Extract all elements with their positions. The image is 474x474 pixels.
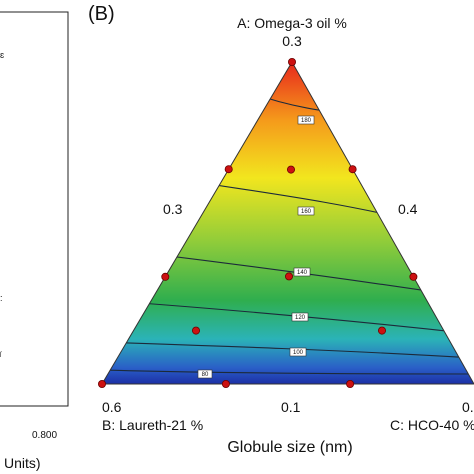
design-point-2 bbox=[224, 165, 233, 174]
contour-label-100: 100 bbox=[289, 347, 307, 357]
ternary-frame bbox=[101, 61, 474, 385]
contour-value-100: 100 bbox=[293, 350, 304, 356]
response-title: Globule size (nm) bbox=[227, 439, 352, 456]
design-point-3 bbox=[348, 165, 357, 174]
bottom-edge-tick: 0.1 bbox=[281, 399, 301, 415]
vertex-b-max: 0.6 bbox=[102, 399, 122, 415]
vertex-c-label: C: HCO-40 % bbox=[390, 417, 474, 433]
left-edge-tick: 0.3 bbox=[163, 201, 183, 217]
vertex-a-label: A: Omega-3 oil % bbox=[237, 15, 347, 31]
left-panel-marker: ɛ bbox=[0, 50, 4, 60]
design-points bbox=[98, 58, 418, 388]
design-point-8 bbox=[191, 326, 200, 335]
design-point-9 bbox=[377, 326, 386, 335]
left-panel-frame bbox=[0, 11, 69, 407]
response-surface bbox=[102, 62, 474, 384]
design-point-6 bbox=[284, 272, 293, 281]
left-panel-marker: : bbox=[0, 293, 3, 303]
design-point-1 bbox=[287, 58, 296, 67]
design-point-11 bbox=[221, 379, 230, 388]
contour-value-140: 140 bbox=[297, 270, 308, 276]
contour-value-120: 120 bbox=[295, 315, 306, 321]
contour-label-160: 160 bbox=[297, 206, 315, 216]
contour-line-100 bbox=[102, 341, 474, 359]
contour-value-180: 180 bbox=[301, 118, 312, 124]
vertex-a-max: 0.3 bbox=[282, 33, 302, 49]
contour-label-80: 80 bbox=[197, 369, 213, 379]
left-panel-tick: 0.800 bbox=[32, 430, 57, 441]
design-point-4 bbox=[286, 165, 295, 174]
left-panel-axis-label: Units) bbox=[4, 455, 41, 471]
vertex-c-max: 0.6 bbox=[462, 399, 474, 415]
contour-label-120: 120 bbox=[291, 312, 309, 322]
design-point-10 bbox=[98, 379, 107, 388]
contour-line-80 bbox=[102, 369, 474, 375]
panel-label: (B) bbox=[88, 3, 115, 25]
design-point-7 bbox=[409, 272, 418, 281]
design-point-12 bbox=[346, 379, 355, 388]
left-panel-marker: ᶴ bbox=[0, 350, 2, 360]
right-edge-tick: 0.4 bbox=[398, 201, 418, 217]
contour-value-80: 80 bbox=[202, 372, 209, 378]
vertex-b-label: B: Laureth-21 % bbox=[102, 417, 203, 433]
contour-label-180: 180 bbox=[297, 115, 315, 125]
contour-value-160: 160 bbox=[301, 209, 312, 215]
contour-label-140: 140 bbox=[293, 267, 311, 277]
design-point-5 bbox=[161, 272, 170, 281]
